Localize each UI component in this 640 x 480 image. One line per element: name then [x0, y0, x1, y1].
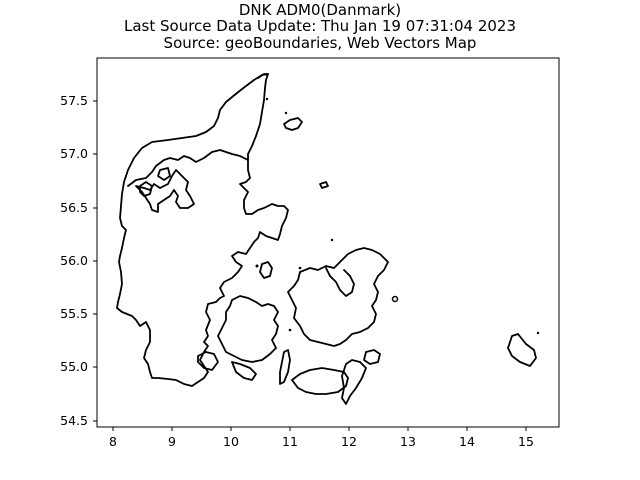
y-tick-label: 55.5: [60, 306, 88, 321]
islet: [255, 264, 259, 268]
aero-island: [231, 361, 257, 381]
islet: [330, 238, 334, 242]
x-tick-label: 15: [518, 434, 534, 449]
x-tick-label: 11: [282, 434, 298, 449]
fur-island: [157, 167, 171, 181]
mors-island: [139, 181, 153, 197]
bornholm-island: [507, 333, 537, 367]
lolland-coast: [291, 367, 349, 395]
plot-frame: [96, 57, 560, 428]
funen-coast: [217, 295, 279, 363]
langeland-island: [279, 349, 291, 385]
islet: [536, 331, 540, 335]
y-axis: 57.5 57.0 56.5 56.0 55.5 55.0 54.5: [60, 93, 97, 428]
islet: [288, 328, 292, 332]
samso-island: [259, 261, 273, 279]
x-tick-label: 13: [400, 434, 416, 449]
y-tick-label: 57.0: [60, 146, 88, 161]
x-axis: 8 9 10 11 12 13 14 15: [109, 427, 534, 449]
als-island: [197, 351, 219, 371]
x-tick-label: 10: [223, 434, 239, 449]
jutland-coast: [116, 73, 289, 387]
y-tick-label: 54.5: [60, 413, 88, 428]
islet: [391, 295, 399, 303]
y-tick-label: 57.5: [60, 93, 88, 108]
zealand-coast: [287, 247, 389, 347]
x-tick-label: 9: [168, 434, 176, 449]
laeso-island: [283, 117, 303, 131]
x-tick-label: 14: [459, 434, 475, 449]
x-tick-label: 12: [341, 434, 357, 449]
islet: [284, 111, 288, 115]
map-update-line: Last Source Data Update: Thu Jan 19 07:3…: [123, 17, 517, 35]
anholt-island: [319, 181, 329, 189]
mon-island: [363, 349, 381, 365]
denmark-outline: [116, 73, 540, 405]
map-title: DNK ADM0(Danmark): [238, 1, 402, 19]
falster-coast: [341, 359, 367, 405]
limfjord-coast: [127, 149, 249, 187]
y-tick-label: 56.5: [60, 200, 88, 215]
y-tick-label: 56.0: [60, 253, 88, 268]
islet: [298, 266, 302, 270]
islet: [265, 97, 269, 101]
limfjord-inner: [135, 169, 195, 213]
skagen-tip: [257, 73, 269, 79]
x-tick-label: 8: [109, 434, 117, 449]
isefjord-detail: [325, 267, 355, 297]
y-tick-label: 55.0: [60, 359, 88, 374]
map-source-line: Source: geoBoundaries, Web Vectors Map: [163, 34, 477, 52]
